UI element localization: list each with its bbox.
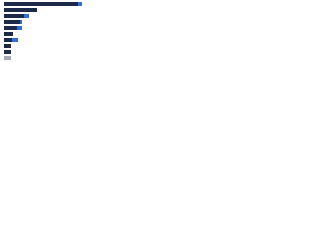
bar-segment [4,8,37,12]
bar-segment [4,2,78,6]
bar-segment [4,50,11,54]
bar-segment [24,14,29,18]
bar-segment [4,56,11,60]
bar-segment [4,26,17,30]
bar-segment [4,44,11,48]
bar-segment [4,38,12,42]
bar-segment [12,38,18,42]
bar-segment [20,20,22,24]
bar-segment [78,2,82,6]
bar-segment [4,14,24,18]
chart [0,0,100,71]
bar-segment [4,32,13,36]
bar-segment [4,20,20,24]
bar-segment [17,26,22,30]
